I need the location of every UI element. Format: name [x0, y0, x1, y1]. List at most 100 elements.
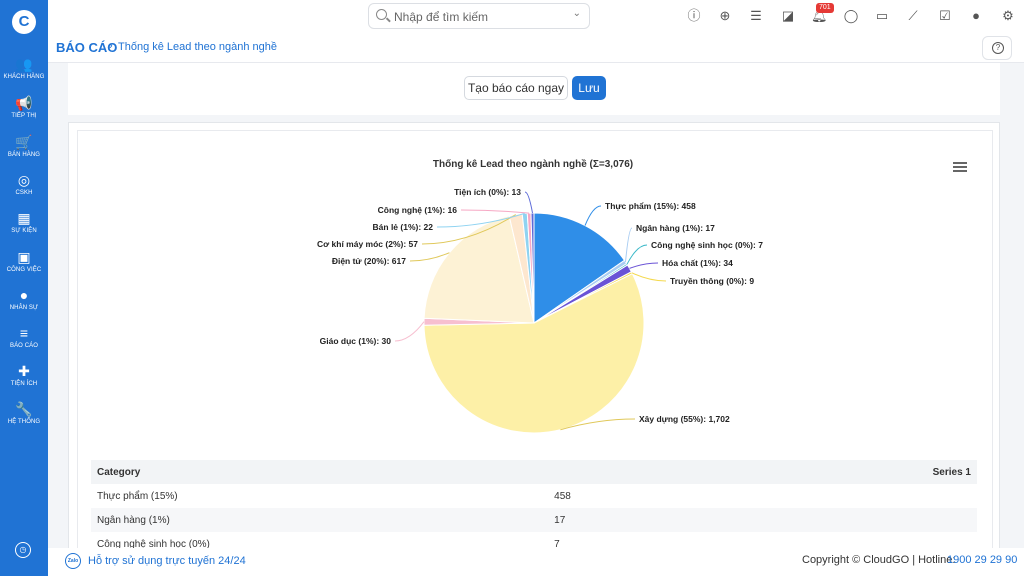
- utilities-icon: ✚: [18, 363, 30, 379]
- column-header-category: Category: [91, 460, 555, 484]
- help-icon: ?: [992, 42, 1004, 54]
- chevron-down-icon[interactable]: ⌄: [572, 8, 581, 19]
- label-connector: [460, 209, 530, 214]
- pie-slice[interactable]: [423, 273, 645, 434]
- cart-icon: 🛒: [15, 134, 33, 150]
- row-category: Thực phẩm (15%): [97, 490, 178, 502]
- pie-slice[interactable]: [533, 212, 626, 324]
- action-panel: Tạo báo cáo ngay Lưu: [68, 63, 1000, 115]
- add-icon[interactable]: ⊕: [719, 8, 731, 23]
- table-row: Ngân hàng (1%) 17: [91, 508, 977, 532]
- sidebar-item-3[interactable]: ◎ CSKH: [0, 171, 48, 207]
- sidebar-item-0[interactable]: 👥 KHÁCH HÀNG: [0, 55, 48, 91]
- user-icon[interactable]: ●: [972, 8, 980, 23]
- pie-slice[interactable]: [530, 212, 535, 324]
- sidebar-item-7[interactable]: ≡ BÁO CÁO: [0, 324, 48, 360]
- label-connector: [631, 272, 667, 282]
- sidebar-item-label: SỰ KIỆN: [11, 228, 37, 234]
- label-connector: [560, 418, 636, 431]
- sidebar-item-label: CSKH: [15, 190, 33, 196]
- slice-label: Giáo dục (1%): 30: [320, 336, 392, 346]
- slice-label: Truyền thông (0%): 9: [670, 276, 754, 286]
- sidebar-item-label: BÁN HÀNG: [7, 152, 41, 158]
- report-icon: ≡: [19, 325, 29, 341]
- task-icon[interactable]: ◪: [781, 8, 795, 23]
- table-row: Công nghệ sinh học (0%) 7: [91, 532, 977, 556]
- pie-chart: Thống kê Lead theo ngành nghề (Σ=3,076) …: [317, 158, 763, 434]
- table-row: Thực phẩm (15%) 458: [91, 484, 977, 508]
- zalo-icon[interactable]: Zalo: [65, 553, 81, 569]
- clock-icon[interactable]: ◷: [15, 542, 31, 558]
- slice-label: Xây dựng (55%): 1,702: [639, 414, 730, 424]
- checkbox-icon[interactable]: ☑: [939, 8, 951, 23]
- chart-menu-icon[interactable]: [952, 160, 968, 174]
- row-value: 7: [554, 538, 560, 550]
- support-link[interactable]: Hỗ trợ sử dụng trực tuyến 24/24: [88, 555, 246, 567]
- megaphone-icon: 📢: [15, 95, 33, 111]
- sidebar-item-label: BÁO CÁO: [9, 343, 39, 349]
- settings-icon[interactable]: ⚙: [1002, 8, 1014, 23]
- sidebar: C 👥 KHÁCH HÀNG 📢 TIẾP THỊ 🛒 BÁN HÀNG ◎ CSKH ▦ SỰ …: [0, 0, 48, 576]
- cloudgo-logo[interactable]: C: [12, 10, 36, 34]
- label-connector: [629, 262, 659, 269]
- row-category: Công nghệ sinh học (0%): [97, 538, 210, 550]
- sidebar-item-label: CÔNG VIỆC: [6, 267, 42, 273]
- sidebar-item-label: HỆ THỐNG: [7, 419, 41, 425]
- slice-label: Thực phẩm (15%): 458: [605, 201, 696, 211]
- copyright-text: Copyright © CloudGO | Hotline:: [802, 554, 956, 566]
- hotline-link[interactable]: 1900 29 29 90: [947, 554, 1018, 566]
- sidebar-item-label: NHÂN SỰ: [9, 305, 39, 311]
- sidebar-item-label: TIỆN ÍCH: [10, 381, 38, 387]
- pie-slice[interactable]: [423, 215, 535, 324]
- sidebar-item-4[interactable]: ▦ SỰ KIỆN: [0, 209, 48, 245]
- person-icon: ●: [19, 287, 29, 303]
- breadcrumb-root[interactable]: BÁO CÁO: [56, 40, 118, 55]
- briefcase-icon: ▣: [17, 249, 31, 265]
- column-header-series: Series 1: [790, 460, 977, 484]
- slice-label: Điện tử (20%): 617: [332, 256, 406, 266]
- slice-label: Cơ khí máy móc (2%): 57: [317, 239, 418, 249]
- slice-label: Ngân hàng (1%): 17: [636, 223, 715, 233]
- notification-badge: 701: [816, 3, 834, 13]
- search-box[interactable]: ⌄: [368, 3, 590, 29]
- slice-label: Công nghệ sinh học (0%): 7: [651, 240, 763, 250]
- label-connector: [394, 321, 425, 342]
- chevron-right-icon: ›: [109, 40, 113, 52]
- row-value: 458: [554, 490, 571, 502]
- users-icon: 👥: [15, 56, 33, 72]
- chart-icon[interactable]: ⟋: [908, 8, 918, 23]
- run-report-button[interactable]: Tạo báo cáo ngay: [464, 76, 568, 100]
- sidebar-item-label: KHÁCH HÀNG: [3, 74, 45, 80]
- support-icon: ◎: [17, 172, 31, 188]
- sidebar-item-label: TIẾP THỊ: [11, 113, 37, 119]
- sidebar-item-9[interactable]: 🔧 HỆ THỐNG: [0, 400, 48, 436]
- footer: Zalo Hỗ trợ sử dụng trực tuyến 24/24 Cop…: [48, 548, 1024, 576]
- slice-label: Hóa chất (1%): 34: [662, 258, 733, 268]
- calendar-icon: ▦: [17, 210, 31, 226]
- topbar: ⌄ ⓘ ⊕ ☰ ◪ 🔔︎ 701 ◯ ▭ ⟋ ☑ ● ⚙: [48, 0, 1024, 33]
- label-connector: [409, 252, 450, 262]
- label-connector: [436, 212, 525, 228]
- sidebar-item-1[interactable]: 📢 TIẾP THỊ: [0, 94, 48, 130]
- sidebar-item-2[interactable]: 🛒 BÁN HÀNG: [0, 133, 48, 169]
- save-button[interactable]: Lưu: [572, 76, 606, 100]
- list-icon[interactable]: ☰: [750, 8, 762, 23]
- chat-icon[interactable]: ◯: [843, 8, 859, 23]
- search-icon: [376, 9, 387, 20]
- row-category: Ngân hàng (1%): [91, 508, 555, 532]
- label-connector: [584, 205, 602, 226]
- info-icon[interactable]: ⓘ: [687, 8, 701, 23]
- label-connector: [626, 244, 648, 265]
- label-connector: [524, 191, 533, 214]
- search-input[interactable]: [394, 8, 564, 25]
- calendar-icon[interactable]: ▭: [875, 8, 889, 23]
- help-button[interactable]: ?: [982, 36, 1012, 60]
- page-title: Thống kê Lead theo ngành nghề: [118, 41, 278, 53]
- chart-title: Thống kê Lead theo ngành nghề (Σ=3,076): [433, 158, 633, 170]
- breadcrumb: BÁO CÁO › Thống kê Lead theo ngành nghề …: [48, 33, 1024, 63]
- sidebar-item-6[interactable]: ● NHÂN SỰ: [0, 286, 48, 322]
- data-table: Category Series 1 Thực phẩm (15%) 458 Ng…: [91, 460, 977, 556]
- label-connector: [625, 227, 633, 263]
- sidebar-item-8[interactable]: ✚ TIỆN ÍCH: [0, 362, 48, 398]
- sidebar-item-5[interactable]: ▣ CÔNG VIỆC: [0, 248, 48, 284]
